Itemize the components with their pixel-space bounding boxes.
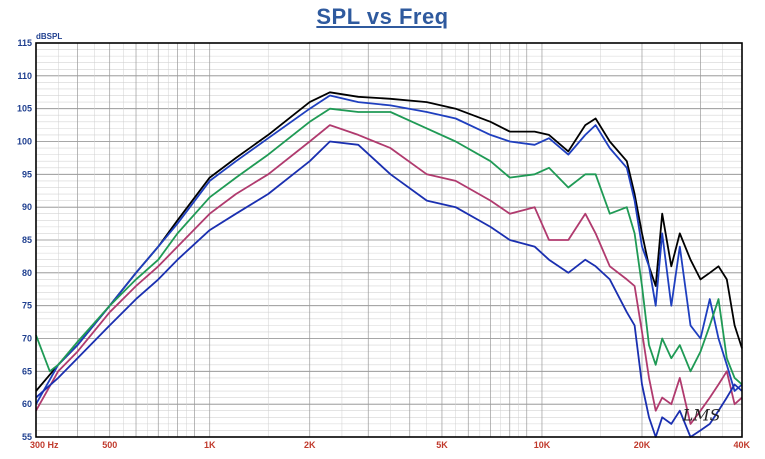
y-tick-label: 100: [17, 137, 32, 147]
y-tick-label: 105: [17, 104, 32, 114]
x-tick-label: 300 Hz: [30, 440, 59, 450]
x-tick-label: 10K: [534, 440, 551, 450]
series-line-1: [35, 91, 743, 392]
y-tick-label: 95: [22, 169, 32, 179]
y-axis-ticks: 55 60 65 70 75 80 85 90 95 100 105 110 115: [17, 38, 32, 442]
series-line-4: [35, 124, 743, 425]
y-tick-label: 110: [17, 71, 32, 81]
series-line-3: [35, 107, 743, 386]
y-tick-label: 85: [22, 235, 32, 245]
signature: LMS: [682, 406, 721, 425]
y-tick-label: 65: [22, 366, 32, 376]
x-tick-label: 500: [102, 440, 117, 450]
y-axis-label: dBSPL: [36, 32, 62, 41]
y-tick-label: 55: [22, 432, 32, 442]
x-tick-label: 40K: [733, 440, 750, 450]
x-tick-label: 2K: [304, 440, 316, 450]
y-tick-label: 70: [22, 334, 32, 344]
plot-frame: [35, 42, 743, 438]
series-group: [35, 91, 743, 438]
x-axis-ticks: 300 Hz 500 1K 2K 5K 10K 20K 40K: [30, 440, 750, 450]
y-tick-label: 115: [17, 38, 32, 48]
grid: [35, 42, 743, 438]
x-tick-label: 5K: [436, 440, 448, 450]
chart-title: SPL vs Freq: [316, 4, 449, 29]
y-tick-label: 80: [22, 268, 32, 278]
series-line-2: [35, 94, 743, 405]
y-tick-label: 90: [22, 202, 32, 212]
x-tick-label: 1K: [204, 440, 216, 450]
series-line-5: [35, 140, 743, 438]
y-tick-label: 60: [22, 399, 32, 409]
x-tick-label: 20K: [634, 440, 651, 450]
y-tick-label: 75: [22, 301, 32, 311]
